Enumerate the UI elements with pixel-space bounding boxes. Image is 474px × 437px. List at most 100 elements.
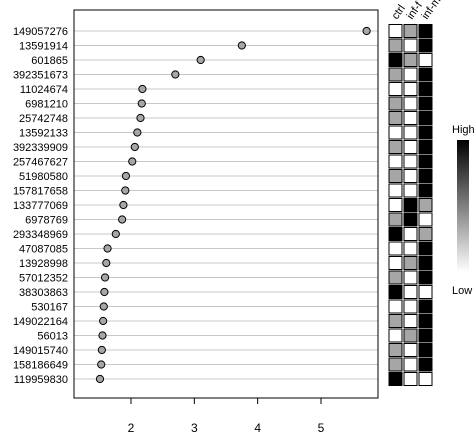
heatmap-cell: [403, 227, 418, 241]
data-point: [99, 302, 108, 311]
colorbar-high-label: High: [452, 124, 474, 136]
heatmap-cell: [418, 372, 433, 386]
heatmap-cell: [418, 256, 433, 270]
heatmap-cell: [388, 227, 403, 241]
heatmap-cell: [388, 328, 403, 343]
heatmap-cell: [388, 183, 403, 198]
heatmap-cell: [388, 314, 403, 328]
heatmap-cell: [418, 357, 433, 372]
heatmap-cell: [403, 372, 418, 386]
heatmap-cell: [388, 241, 403, 256]
heatmap-cell: [388, 372, 403, 386]
x-tick-label: 2: [128, 421, 135, 435]
category-label: 6978769: [25, 215, 68, 227]
colorbar-low-label: Low: [452, 285, 472, 297]
heatmap-cell: [418, 140, 433, 154]
heatmap-cell: [418, 24, 433, 38]
heatmap-cell: [388, 299, 403, 314]
heatmap-cell: [403, 299, 418, 314]
data-point: [128, 157, 137, 166]
heatmap-cell: [418, 96, 433, 111]
heatmap-cell: [403, 241, 418, 256]
heatmap-cell: [403, 328, 418, 343]
category-label: 6981210: [25, 99, 68, 111]
data-point: [119, 200, 128, 210]
data-point: [130, 142, 139, 152]
heatmap-cell: [418, 314, 433, 328]
heatmap-cell: [388, 53, 403, 67]
category-label: 13592133: [19, 128, 68, 140]
data-point: [196, 55, 205, 65]
heatmap-cell: [418, 328, 433, 343]
heatmap-cell: [388, 285, 403, 299]
heatmap-cell: [403, 111, 418, 125]
data-point: [98, 331, 107, 340]
heatmap-cell: [388, 357, 403, 372]
heatmap-cell: [418, 299, 433, 314]
heatmap-cell: [403, 82, 418, 96]
data-point: [137, 99, 146, 108]
heatmap-cell: [388, 212, 403, 227]
heatmap-cell: [418, 82, 433, 96]
heatmap-cell: [418, 227, 433, 241]
category-label: 149015740: [13, 345, 68, 357]
heatmap-cell: [403, 140, 418, 154]
heatmap-cell: [403, 53, 418, 67]
category-label: 38303863: [19, 287, 68, 299]
heatmap-cell: [403, 96, 418, 111]
heatmap-cell: [418, 125, 433, 140]
heatmap-cell: [403, 154, 418, 169]
category-label: 13928998: [19, 258, 68, 270]
heatmap-cell: [403, 270, 418, 285]
category-label: 13591914: [19, 41, 68, 53]
heatmap-cell: [418, 183, 433, 198]
heatmap-cell: [418, 111, 433, 125]
heatmap-cell: [418, 67, 433, 82]
heatmap-cell: [418, 154, 433, 169]
data-point: [103, 244, 112, 253]
heatmap-cell: [388, 111, 403, 125]
data-point: [171, 70, 180, 79]
heatmap-cell: [418, 198, 433, 212]
category-label: 149057276: [13, 26, 68, 38]
category-label: 25742748: [19, 113, 68, 125]
category-labels: 149057276 13591914 601865 392351673 11024674…: [13, 26, 68, 386]
heatmap-cell: [418, 270, 433, 285]
data-point: [121, 171, 131, 181]
x-tick-label: 5: [318, 421, 325, 435]
category-label: 149022164: [13, 316, 68, 328]
heatmap-cell: [388, 198, 403, 212]
category-label: 601865: [31, 55, 68, 67]
data-point: [362, 26, 371, 36]
heatmap-cell: [403, 198, 418, 212]
heatmap-cell: [418, 53, 433, 67]
heatmap-cell: [388, 96, 403, 111]
heatmap-column-label: inf-m: [420, 0, 444, 22]
heatmap-cell: [403, 24, 418, 38]
heatmap-cell: [418, 241, 433, 256]
heatmap-cell: [388, 140, 403, 154]
heatmap-cell: [418, 169, 433, 183]
category-label: 11024674: [20, 84, 68, 96]
heatmap-cell: [388, 24, 403, 38]
heatmap-cell: [418, 38, 433, 53]
heatmap-cell: [418, 343, 433, 357]
data-point: [102, 258, 111, 268]
heatmap-cell: [418, 212, 433, 227]
colorbar: High Low: [452, 124, 474, 297]
category-label: 392339909: [13, 142, 68, 154]
heatmap-cell: [403, 212, 418, 227]
heatmap-cell: [403, 38, 418, 53]
category-label: 157817658: [13, 186, 68, 198]
heatmap-cell: [388, 82, 403, 96]
heatmap-cell: [403, 343, 418, 357]
data-point: [237, 41, 246, 50]
category-label: 158186649: [13, 360, 68, 372]
heatmap-cell: [403, 256, 418, 270]
heatmap-cell: [388, 67, 403, 82]
data-point: [138, 84, 147, 94]
data-point: [100, 287, 109, 297]
data-point: [136, 113, 145, 123]
